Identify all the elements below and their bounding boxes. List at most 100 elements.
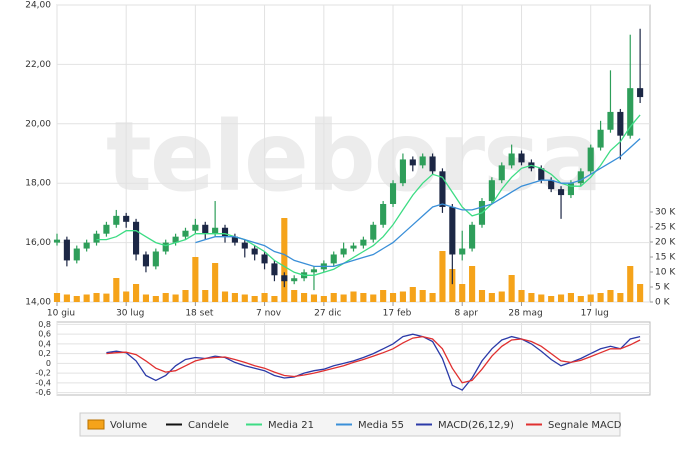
volume-bar bbox=[271, 296, 278, 302]
volume-bar bbox=[83, 294, 90, 302]
candle-body bbox=[518, 153, 525, 163]
candle-body bbox=[182, 230, 189, 237]
y-tick-label: 24,00 bbox=[25, 1, 51, 11]
y2-tick-label: 30 K bbox=[655, 208, 676, 218]
candle-body bbox=[340, 248, 347, 255]
volume-bar bbox=[142, 294, 150, 302]
candle-body bbox=[360, 239, 367, 246]
candle-body bbox=[508, 153, 515, 166]
candle-body bbox=[291, 278, 298, 282]
legend-label: Media 21 bbox=[268, 420, 314, 431]
x-tick-label: 17 feb bbox=[383, 309, 412, 319]
volume-bar bbox=[508, 275, 515, 302]
volume-bar bbox=[429, 293, 436, 302]
volume-bar bbox=[389, 293, 397, 302]
volume-bar bbox=[123, 291, 130, 302]
x-tick-label: 27 dic bbox=[314, 309, 342, 319]
volume-bar bbox=[469, 266, 476, 302]
volume-bar bbox=[350, 291, 357, 302]
y2-tick-label: 5 K bbox=[655, 283, 671, 293]
volume-bar bbox=[261, 293, 268, 302]
y2-tick-label: 20 K bbox=[655, 238, 676, 248]
candle-body bbox=[399, 159, 406, 184]
legend-swatch bbox=[87, 419, 105, 430]
volume-bar bbox=[627, 266, 634, 302]
volume-bar bbox=[93, 293, 100, 302]
volume-bar bbox=[113, 278, 120, 302]
candle-body bbox=[53, 239, 61, 243]
candle-body bbox=[330, 254, 337, 264]
x-tick-label: 7 nov bbox=[256, 309, 282, 319]
volume-bar bbox=[577, 296, 584, 302]
volume-bar bbox=[320, 296, 327, 302]
y2-tick-label: 0 K bbox=[655, 298, 671, 308]
candle-body bbox=[212, 227, 219, 234]
candle-body bbox=[498, 165, 505, 181]
volume-bar bbox=[212, 263, 219, 302]
candle-body bbox=[488, 180, 495, 202]
plot-area bbox=[56, 321, 651, 396]
candle-body bbox=[93, 233, 100, 243]
y-tick-label: 0,2 bbox=[38, 349, 51, 358]
candle-body bbox=[577, 171, 584, 184]
candle-body bbox=[627, 88, 634, 136]
volume-bar bbox=[538, 294, 545, 302]
volume-bar bbox=[548, 296, 555, 302]
volume-bar bbox=[251, 296, 258, 302]
volume-bar bbox=[498, 291, 505, 302]
volume-bar bbox=[73, 296, 80, 302]
volume-bar bbox=[637, 284, 644, 302]
y-tick-label: 0,4 bbox=[38, 339, 51, 348]
candle-body bbox=[350, 245, 357, 249]
volume-bar bbox=[478, 290, 486, 302]
x-tick-label: 30 lug bbox=[116, 309, 144, 319]
volume-bar bbox=[597, 293, 604, 302]
candle-body bbox=[538, 168, 545, 181]
candle-body bbox=[202, 224, 209, 234]
candle-body bbox=[113, 215, 120, 225]
volume-bar bbox=[449, 269, 456, 302]
volume-bar bbox=[133, 284, 140, 302]
candle-body bbox=[142, 254, 150, 267]
candle-body bbox=[567, 183, 574, 196]
candle-body bbox=[221, 227, 229, 237]
candle-body bbox=[241, 242, 248, 249]
y-tick-label: 14,00 bbox=[25, 298, 51, 308]
legend-label: Segnale MACD bbox=[548, 420, 622, 431]
legend-label: Candele bbox=[188, 420, 229, 431]
volume-bar bbox=[330, 293, 337, 302]
y2-tick-label: 10 K bbox=[655, 268, 676, 278]
candle-body bbox=[73, 248, 80, 261]
volume-bar bbox=[53, 293, 61, 302]
volume-bar bbox=[617, 293, 624, 302]
y-tick-label: -0,4 bbox=[35, 378, 51, 387]
y-tick-label: 16,00 bbox=[25, 238, 51, 248]
volume-bar bbox=[301, 293, 308, 302]
volume-bar bbox=[370, 294, 377, 302]
volume-bar bbox=[221, 291, 229, 302]
candle-body bbox=[449, 206, 456, 255]
volume-bar bbox=[409, 287, 416, 302]
candle-body bbox=[637, 88, 644, 98]
candle-body bbox=[172, 236, 179, 243]
candle-body bbox=[310, 269, 318, 273]
volume-bar bbox=[63, 294, 70, 302]
candle-body bbox=[231, 236, 238, 243]
volume-bar bbox=[231, 293, 238, 302]
candle-body bbox=[409, 159, 416, 166]
candle-body bbox=[380, 203, 387, 225]
volume-bar bbox=[152, 296, 159, 302]
volume-bar bbox=[399, 291, 406, 302]
candle-body bbox=[597, 129, 604, 148]
candle-body bbox=[251, 248, 258, 255]
watermark: teleborsa bbox=[106, 101, 601, 213]
candle-body bbox=[587, 147, 594, 172]
candle-body bbox=[419, 156, 426, 166]
volume-bar bbox=[488, 293, 495, 302]
legend-label: Media 55 bbox=[358, 420, 404, 431]
candle-body bbox=[370, 224, 377, 240]
volume-bar bbox=[310, 294, 318, 302]
candle-body bbox=[162, 242, 169, 252]
volume-bar bbox=[459, 284, 466, 302]
